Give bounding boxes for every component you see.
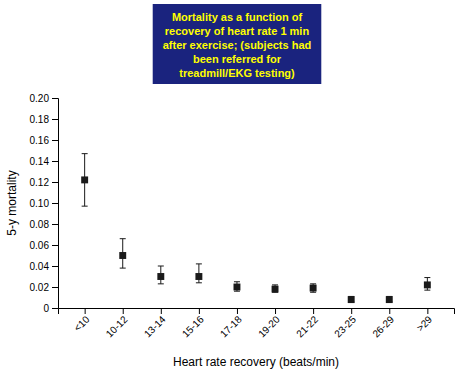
title-background [153,4,322,84]
y-tick-label: 0.20 [30,93,50,104]
y-tick: 0.18 [30,114,58,125]
y-tick-mark [52,140,58,141]
y-tick-label: 0.02 [30,282,50,293]
y-tick-mark [52,182,58,183]
x-tick-label: 26-29 [370,313,396,339]
y-tick-label: 0.18 [30,114,50,125]
y-tick: 0.12 [30,177,58,188]
point [233,284,240,291]
x-tick: 13-14 [142,308,168,340]
y-tick-mark [52,161,58,162]
point [272,286,279,293]
y-tick: 0.06 [30,240,58,251]
x-axis-title: Heart rate recovery (beats/min) [173,355,339,369]
point [348,296,355,303]
x-tick-label: 13-14 [142,313,168,339]
title: treadmill/EKG testing) [179,67,295,79]
point [386,296,393,303]
title: been referred for [193,53,282,65]
x-tick-mark [351,308,352,314]
y-tick-mark [52,203,58,204]
y-axis-line [52,99,59,309]
chart: Mortality as a function of recovery of he… [0,0,474,372]
x-tick-mark [237,308,238,314]
y-tick-label: 0.12 [30,177,50,188]
y-tick-mark [52,245,58,246]
x-tick-mark [161,308,162,314]
x-tick-mark [85,308,86,314]
title: after exercise; (subjects had [163,39,312,51]
error-bar [158,266,164,284]
y-axis-title: 5-y mortality [5,170,19,235]
plot: 0 0.02 0.04 0.06 0.08 0.10 0.12 0.14 0.16 0.18 0.2… [30,93,455,340]
error-bar [196,264,202,283]
point [81,176,88,183]
x-tick-label: 17-18 [218,313,244,339]
x-tick-label: 10-12 [104,313,130,339]
point [119,252,126,259]
y-axis: 0 0.02 0.04 0.06 0.08 0.10 0.12 0.14 0.16 0.18 0.2… [30,93,59,314]
error-bar [272,285,278,292]
x-tick: 15-16 [180,308,206,340]
x-tick: 21-22 [294,308,320,340]
x-tick: 26-29 [370,308,396,340]
y-tick-label: 0.06 [30,240,50,251]
y-tick-label: 0.04 [30,261,50,272]
y-tick: 0 [43,303,58,314]
y-tick-mark [52,98,58,99]
x-tick-label: 15-16 [180,313,206,339]
point [195,273,202,280]
y-tick-mark [52,287,58,288]
x-tick-mark [427,308,428,314]
x-tick: 10-12 [104,308,130,340]
y-tick: 0.04 [30,261,58,272]
x-tick-label: >29 [414,313,434,333]
y-tick: 0.08 [30,219,58,230]
y-tick-mark [52,266,58,267]
error-bar [82,154,88,207]
y-tick: 0.02 [30,282,58,293]
x-tick: 19-20 [256,308,282,340]
marks [81,154,431,303]
y-tick-label: 0 [43,303,49,314]
y-tick-mark [52,119,58,120]
y-tick-mark [52,308,58,309]
x-tick-mark [313,308,314,314]
y-tick: 0.14 [30,156,58,167]
error-bar [310,284,316,292]
title: Mortality as a function of [172,11,303,23]
x-tick-mark [123,308,124,314]
x-axis-line [59,309,455,315]
x-tick-mark [199,308,200,314]
y-tick-label: 0.10 [30,198,50,209]
x-tick-mark [275,308,276,314]
x-tick-label: <10 [72,313,92,333]
y-tick: 0.10 [30,198,58,209]
x-tick-label: 21-22 [294,313,320,339]
y-tick-label: 0.08 [30,219,50,230]
x-tick-mark [389,308,390,314]
title-box: Mortality as a function of recovery of he… [153,4,322,84]
point [424,281,431,288]
x-tick: >29 [414,308,434,333]
y-tick: 0.16 [30,135,58,146]
x-tick-label: 19-20 [256,313,282,339]
error-bar [120,239,126,268]
x-tick-label: 23-25 [332,313,358,339]
y-tick: 0.20 [30,93,58,104]
x-tick: <10 [72,308,92,333]
x-tick: 17-18 [218,308,244,340]
y-tick-label: 0.14 [30,156,50,167]
point [310,285,317,292]
y-tick-mark [52,224,58,225]
title: recovery of heart rate 1 min [165,25,310,37]
error-bar [234,282,240,291]
x-axis: <10 10-12 13-14 15-16 17-18 19-20 21-22 23-25 26… [59,308,455,340]
point [157,273,164,280]
x-tick: 23-25 [332,308,358,340]
error-bar [424,278,430,291]
y-tick-label: 0.16 [30,135,50,146]
